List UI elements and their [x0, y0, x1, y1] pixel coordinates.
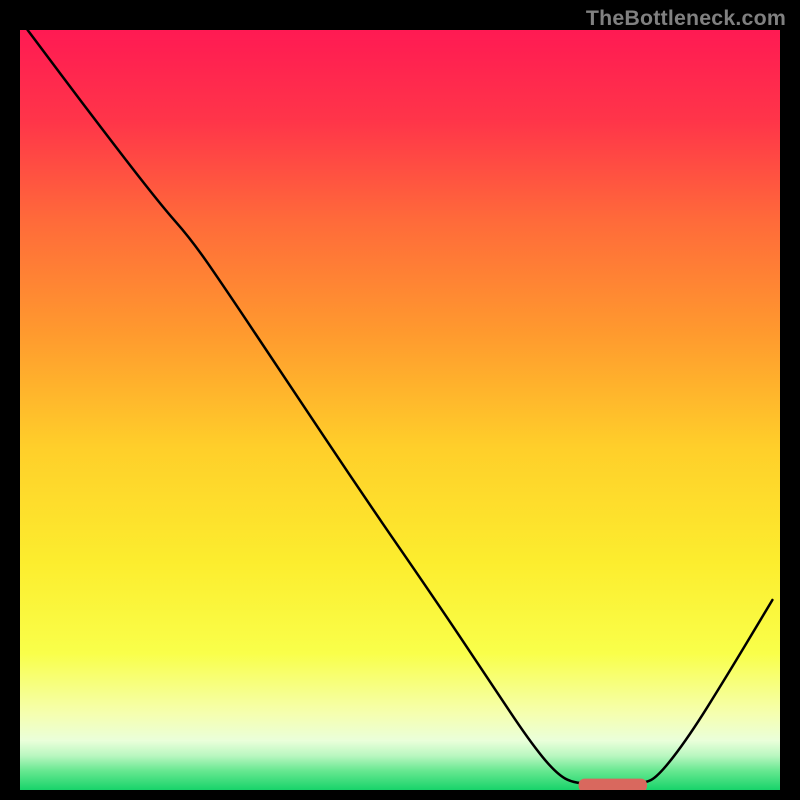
chart-svg — [20, 30, 780, 790]
optimal-marker — [579, 779, 647, 790]
plot-area — [20, 30, 780, 790]
watermark-text: TheBottleneck.com — [586, 6, 786, 31]
chart-background — [20, 30, 780, 790]
chart-frame: TheBottleneck.com — [0, 0, 800, 800]
